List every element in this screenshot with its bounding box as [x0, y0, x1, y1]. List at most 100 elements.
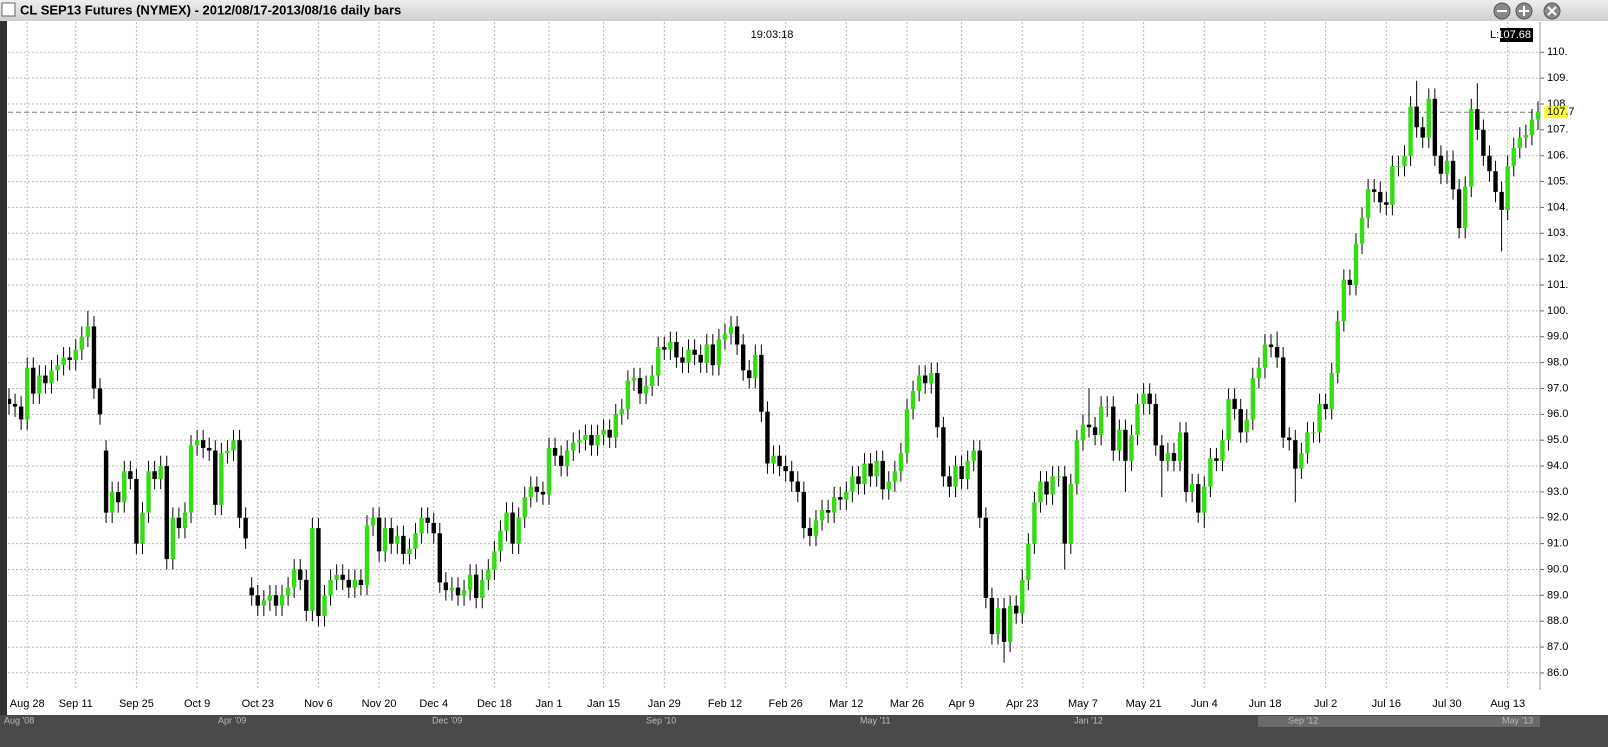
candle-body [1080, 424, 1086, 441]
candle-body [631, 378, 637, 381]
candle-body [291, 569, 297, 588]
x-tick-label: May 21 [1126, 698, 1162, 710]
candle-body [1189, 484, 1195, 492]
candle-body [346, 579, 351, 588]
candle-body [473, 574, 479, 598]
candle-body [546, 447, 552, 495]
x-tick-label: Dec 4 [419, 698, 448, 710]
candle-body [1117, 429, 1122, 451]
candle-body [1202, 486, 1207, 513]
x-tick-label: Jul 2 [1314, 698, 1337, 710]
y-tick-label: 98.0 [1547, 357, 1568, 369]
candle-body [194, 440, 200, 446]
candle-body [158, 466, 163, 479]
candle-body [340, 574, 345, 580]
candle-body [965, 460, 970, 479]
candle-body [200, 440, 206, 448]
candle-body [607, 429, 612, 438]
candle-body [103, 450, 109, 513]
candle-body [1044, 481, 1049, 495]
candle-body [1402, 155, 1407, 167]
candles [8, 80, 1540, 663]
candle-body [734, 326, 740, 345]
x-tick-label: Sep 25 [119, 698, 154, 710]
candle-body [328, 579, 333, 596]
y-tick-label: 102. [1547, 253, 1568, 265]
navigator-label: Dec '09 [432, 715, 462, 725]
candle-body [1487, 155, 1492, 172]
candle-body [795, 481, 800, 492]
candle-body [874, 460, 879, 477]
candle-body [1299, 453, 1304, 469]
last-price-tag [1544, 106, 1568, 119]
x-tick-label: Jul 30 [1432, 698, 1461, 710]
x-tick-label: Aug 28 [10, 698, 45, 710]
navigator-label: Aug '08 [4, 715, 34, 725]
candle-body [1535, 111, 1540, 120]
candle-body [1165, 453, 1171, 461]
candle-body [595, 435, 600, 446]
candle-body [558, 455, 564, 467]
x-tick-label: Jan 15 [587, 698, 620, 710]
y-tick-label: 94.0 [1547, 460, 1568, 472]
candle-body [1529, 119, 1535, 136]
candle-body [85, 326, 91, 337]
candle-body [304, 579, 309, 611]
x-tick-label: Oct 23 [242, 698, 274, 710]
title-bar [0, 0, 1608, 21]
candle-body [1262, 344, 1268, 368]
candle-body [358, 579, 364, 586]
candle-body [589, 435, 594, 446]
candle-body [898, 453, 904, 472]
candle-body [109, 491, 115, 513]
navigator-window[interactable] [1258, 716, 1540, 727]
x-tick-label: Mar 26 [890, 698, 924, 710]
candle-body [1020, 579, 1025, 614]
candle-body [1450, 160, 1456, 190]
navigator-label: Sep '10 [646, 715, 676, 725]
candle-body [910, 391, 916, 410]
candle-body [1013, 605, 1019, 614]
candle-body [1220, 440, 1225, 461]
candle-body [225, 450, 230, 454]
x-tick-label: Jan 29 [648, 698, 681, 710]
candle-body [25, 367, 30, 420]
left-edge [0, 21, 7, 715]
candle-body [510, 512, 515, 544]
candle-body [298, 569, 303, 580]
candle-body [267, 595, 273, 601]
candle-body [1426, 98, 1431, 138]
candle-body [801, 491, 807, 529]
candle-body [1511, 147, 1516, 167]
candle-body [1469, 109, 1474, 187]
window-title: CL SEP13 Futures (NYMEX) - 2012/08/17-20… [20, 2, 401, 17]
candle-body [571, 442, 576, 451]
candle-body [680, 357, 685, 363]
y-tick-label: 96.0 [1547, 408, 1568, 420]
clock: 19:03:18 [751, 29, 794, 41]
candle-body [67, 357, 72, 361]
candle-body [207, 447, 212, 451]
candle-body [480, 579, 485, 598]
x-tick-label: Jan 1 [536, 698, 563, 710]
candle-body [983, 517, 989, 598]
navigator-labels: Aug '08 Apr '09 Dec '09 Sep '10 May '11 Jan '… [4, 715, 1533, 725]
candle-body [831, 497, 837, 513]
candle-body [819, 510, 825, 521]
candle-body [213, 450, 218, 505]
candle-body [1335, 321, 1340, 373]
navigator-label: May '13 [1502, 715, 1533, 725]
candle-body [856, 476, 861, 485]
candle-body [243, 517, 248, 539]
x-tick-label: Apr 9 [948, 698, 974, 710]
candle-body [437, 533, 442, 583]
candle-body [504, 512, 509, 531]
candle-body [1280, 357, 1286, 438]
candle-body [1147, 393, 1152, 404]
y-tick-label: 97.0 [1547, 382, 1568, 394]
candle-body [844, 491, 849, 500]
candle-body [1287, 437, 1292, 441]
candle-body [382, 528, 388, 552]
chart-background [0, 21, 1608, 715]
candle-body [989, 597, 995, 635]
